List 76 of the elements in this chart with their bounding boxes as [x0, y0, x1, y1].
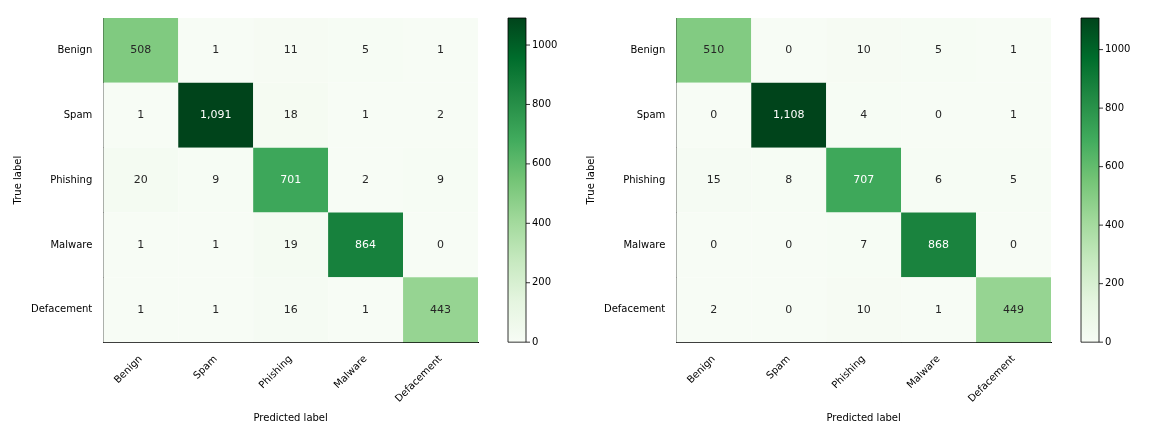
data-label: 1: [362, 302, 370, 316]
data-label: 1: [137, 302, 145, 316]
y-tick-label: Spam: [636, 108, 666, 120]
data-label: 2: [437, 108, 445, 122]
data-label: 0: [785, 237, 793, 251]
data-label: 707: [853, 172, 875, 186]
data-label: 1,091: [199, 108, 232, 122]
data-label: 1: [137, 108, 145, 122]
color-bar-label: 800: [1105, 101, 1125, 113]
color-bar-label: 400: [1105, 218, 1125, 230]
y-tick-label: Benign: [630, 44, 666, 56]
data-label: 4: [860, 108, 868, 122]
y-tick-label: Malware: [50, 238, 93, 250]
y-tick-label: Benign: [57, 44, 93, 56]
data-label: 0: [710, 108, 718, 122]
data-label: 5: [1010, 172, 1018, 186]
y-tick-label: Defacement: [603, 303, 666, 315]
color-bar-label: 600: [1105, 160, 1125, 172]
data-label: 16: [283, 302, 298, 316]
color-bar-label: 200: [532, 276, 552, 288]
data-label: 5: [935, 43, 943, 57]
y-axis-title: True label: [11, 155, 23, 206]
data-label: 0: [785, 43, 793, 57]
data-label: 20: [133, 172, 148, 186]
data-label: 6: [935, 172, 943, 186]
data-label: 1: [212, 237, 220, 251]
y-tick-label: Malware: [623, 238, 666, 250]
data-label: 9: [437, 172, 445, 186]
data-label: 1: [212, 43, 220, 57]
data-label: 1: [137, 237, 145, 251]
color-bar-label: 1000: [532, 38, 558, 50]
data-label: 2: [362, 172, 370, 186]
color-bar-label: 0: [532, 335, 539, 347]
data-label: 0: [785, 302, 793, 316]
color-bar-label: 0: [1105, 335, 1112, 347]
data-label: 1: [362, 108, 370, 122]
x-axis-title: Predicted label: [253, 411, 328, 423]
data-label: 443: [430, 302, 452, 316]
data-label: 508: [130, 43, 152, 57]
data-label: 15: [706, 172, 721, 186]
data-label: 1: [1010, 108, 1018, 122]
color-bar-label: 200: [1105, 277, 1125, 289]
data-label: 18: [283, 108, 298, 122]
data-label: 5: [362, 43, 370, 57]
color-bar-label: 400: [532, 216, 552, 228]
y-tick-label: Phishing: [50, 173, 93, 185]
data-label: 449: [1003, 302, 1025, 316]
y-tick-label: Phishing: [623, 173, 666, 185]
color-bar-label: 600: [532, 157, 552, 169]
data-label: 1: [212, 302, 220, 316]
data-label: 19: [283, 237, 298, 251]
data-label: 1: [935, 302, 943, 316]
data-label: 0: [710, 237, 718, 251]
data-label: 868: [928, 237, 950, 251]
data-label: 9: [212, 172, 220, 186]
data-label: 2: [710, 302, 718, 316]
data-label: 11: [283, 43, 298, 57]
color-bar-label: 1000: [1105, 43, 1131, 55]
data-label: 7: [860, 237, 868, 251]
x-axis-title: Predicted label: [826, 411, 901, 423]
data-label: 701: [280, 172, 302, 186]
y-axis-title: True label: [584, 155, 596, 206]
y-tick-label: Spam: [63, 108, 93, 120]
data-label: 1: [1010, 43, 1018, 57]
data-label: 1,108: [772, 108, 805, 122]
color-bar-label: 800: [532, 98, 552, 110]
data-label: 1: [437, 43, 445, 57]
data-label: 0: [1010, 237, 1018, 251]
data-label: 10: [856, 302, 871, 316]
y-tick-label: Defacement: [30, 303, 93, 315]
data-label: 864: [355, 237, 377, 251]
data-label: 8: [785, 172, 793, 186]
data-label: 510: [703, 43, 725, 57]
data-label: 0: [437, 237, 445, 251]
data-label: 10: [856, 43, 871, 57]
data-label: 0: [935, 108, 943, 122]
